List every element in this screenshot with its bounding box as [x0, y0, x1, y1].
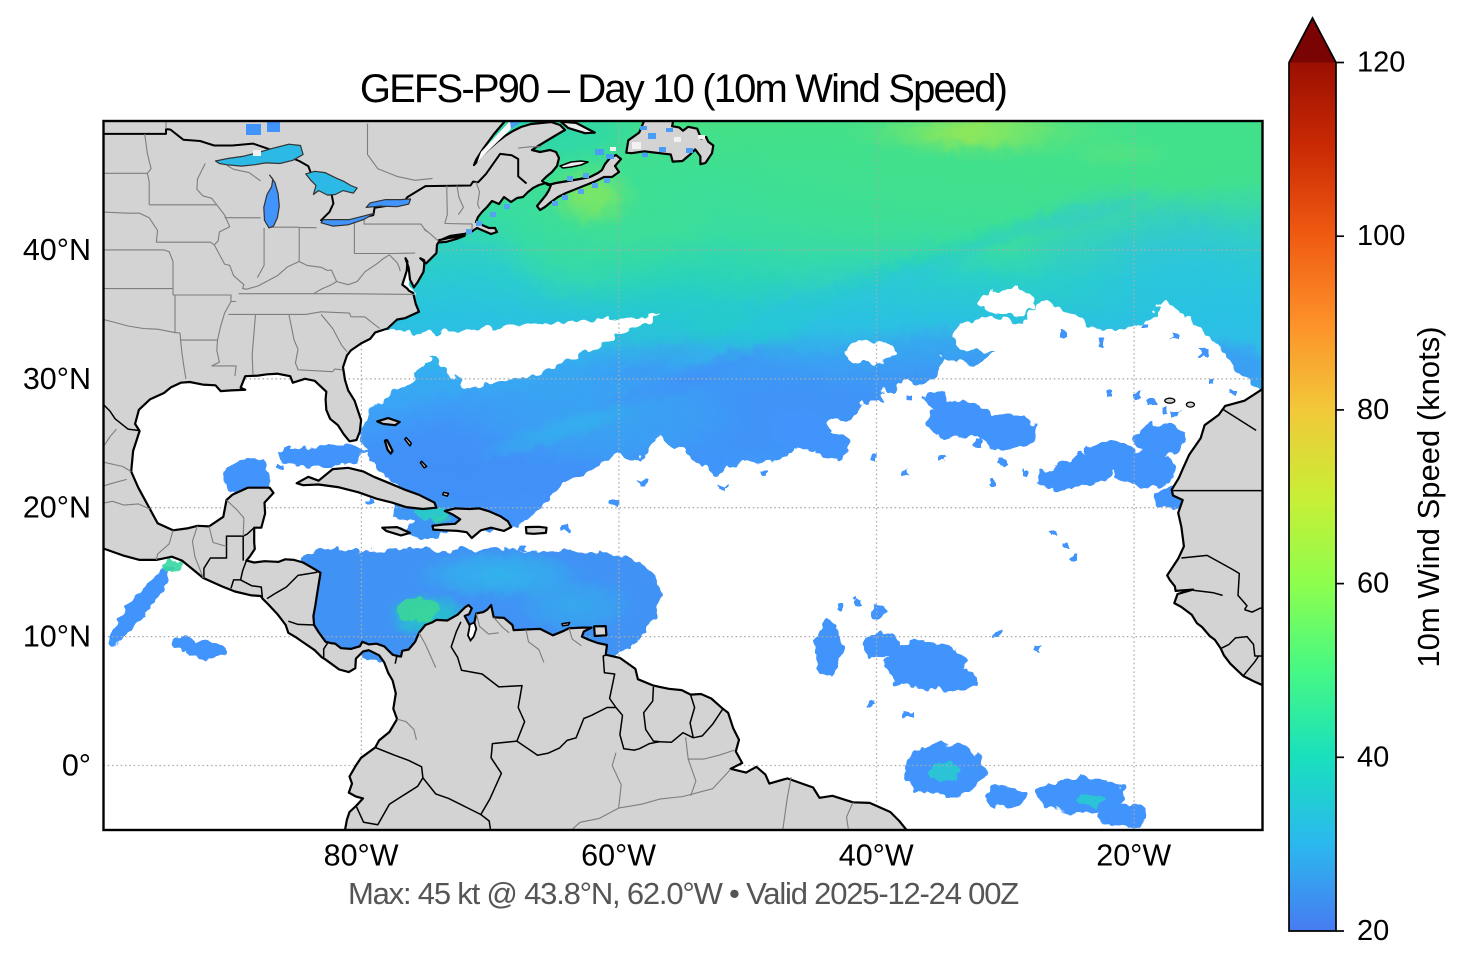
svg-text:100: 100	[1357, 220, 1405, 252]
svg-text:Max: 45 kt @ 43.8°N, 62.0°W •: Max: 45 kt @ 43.8°N, 62.0°W • Valid 2025…	[348, 876, 1018, 911]
svg-text:60: 60	[1357, 568, 1389, 600]
svg-text:10°N: 10°N	[23, 620, 91, 654]
svg-text:10m Wind Speed (knots): 10m Wind Speed (knots)	[1411, 326, 1446, 667]
svg-text:30°N: 30°N	[23, 362, 91, 396]
svg-text:60°W: 60°W	[581, 839, 656, 873]
svg-text:GEFS-P90 – Day 10 (10m Wind Sp: GEFS-P90 – Day 10 (10m Wind Speed)	[360, 67, 1006, 111]
svg-text:40: 40	[1357, 741, 1389, 773]
svg-text:40°W: 40°W	[839, 839, 914, 873]
svg-text:80°W: 80°W	[324, 839, 399, 873]
svg-text:20: 20	[1357, 915, 1389, 947]
svg-text:0°: 0°	[62, 749, 91, 783]
svg-text:20°W: 20°W	[1096, 839, 1171, 873]
svg-text:20°N: 20°N	[23, 491, 91, 525]
svg-text:120: 120	[1357, 47, 1405, 79]
svg-text:40°N: 40°N	[23, 233, 91, 267]
svg-text:80: 80	[1357, 394, 1389, 426]
